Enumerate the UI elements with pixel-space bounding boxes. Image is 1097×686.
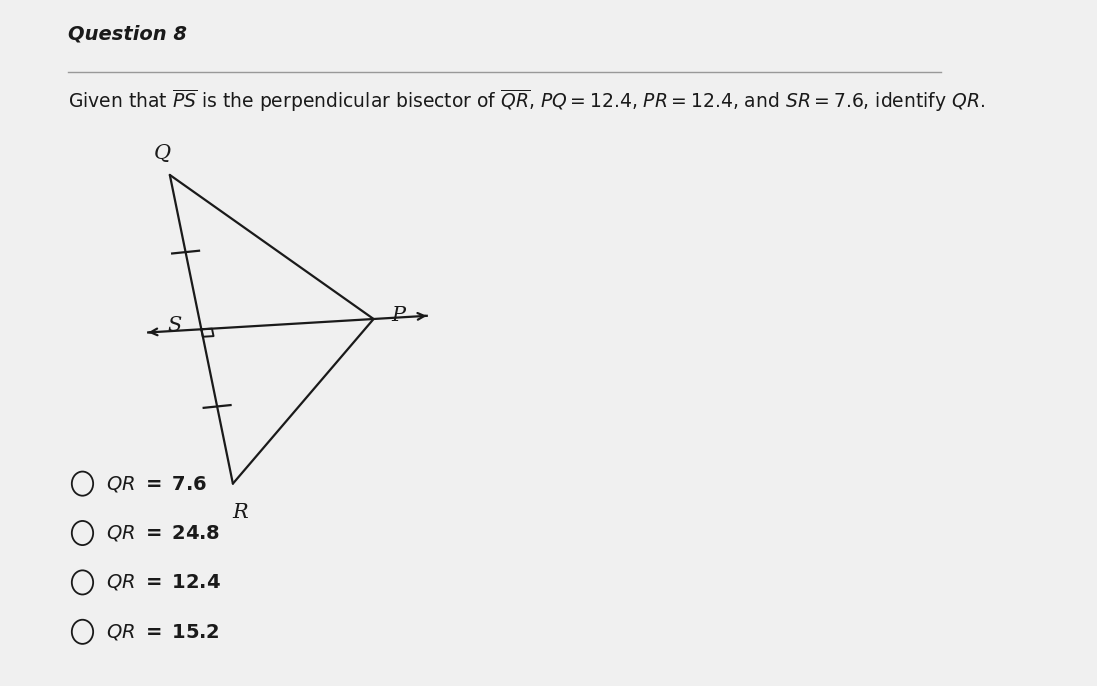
Text: Given that $\overline{PS}$ is the perpendicular bisector of $\overline{QR}$, $PQ: Given that $\overline{PS}$ is the perpen… [68, 88, 985, 115]
Text: $\mathit{QR}$$\mathbf{\ =\ 12.4}$: $\mathit{QR}$$\mathbf{\ =\ 12.4}$ [105, 572, 220, 593]
Text: P: P [391, 306, 405, 325]
Text: Q: Q [154, 143, 171, 163]
Text: Question 8: Question 8 [68, 24, 186, 43]
Text: R: R [233, 503, 249, 522]
Text: $\mathit{QR}$$\mathbf{\ =\ 7.6}$: $\mathit{QR}$$\mathbf{\ =\ 7.6}$ [105, 473, 207, 494]
Text: $\mathit{QR}$$\mathbf{\ =\ 15.2}$: $\mathit{QR}$$\mathbf{\ =\ 15.2}$ [105, 622, 218, 642]
Text: $\mathit{QR}$$\mathbf{\ =\ 24.8}$: $\mathit{QR}$$\mathbf{\ =\ 24.8}$ [105, 523, 219, 543]
Text: S: S [168, 316, 182, 335]
